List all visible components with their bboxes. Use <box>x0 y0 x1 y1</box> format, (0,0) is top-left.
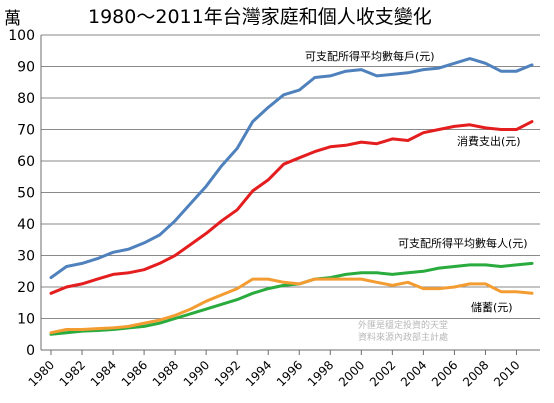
x-tick-label: 1994 <box>243 358 274 389</box>
gridlines <box>40 34 540 355</box>
series-label-0: 可支配所得平均數每戶(元) <box>305 49 435 63</box>
x-tick-label: 2004 <box>398 358 429 389</box>
x-tick-label: 1996 <box>274 358 305 389</box>
y-tick-label: 30 <box>17 249 35 265</box>
x-tick-label: 1998 <box>305 358 336 389</box>
x-tick-label: 1980 <box>26 358 57 389</box>
chart-title: 1980～2011年台灣家庭和個人收支變化 <box>88 6 432 28</box>
y-tick-label: 20 <box>17 280 35 296</box>
y-tick-label: 80 <box>17 91 35 107</box>
series-line-1 <box>49 120 534 295</box>
y-tick-label: 90 <box>17 60 35 76</box>
series-line-0 <box>49 57 534 280</box>
series-line-3 <box>49 277 534 335</box>
series-label-2: 可支配所得平均數每人(元) <box>398 236 528 250</box>
x-tick-label: 2010 <box>491 358 522 389</box>
x-tick-label: 1990 <box>181 358 212 389</box>
x-tick-label: 2000 <box>336 358 367 389</box>
y-tick-label: 10 <box>17 312 35 328</box>
x-tick-label: 2002 <box>367 358 398 389</box>
x-tick-label: 1984 <box>88 358 119 389</box>
series-lines <box>49 57 534 336</box>
unit-label: 萬 <box>4 9 21 29</box>
y-tick-label: 70 <box>17 123 35 139</box>
x-tick-label: 1982 <box>57 358 88 389</box>
annotation-line: 外匯是穩定投資的天堂 <box>358 319 448 331</box>
series-labels: 可支配所得平均數每戶(元) 消費支出(元) 可支配所得平均數每人(元) 儲蓄(元) <box>305 49 528 314</box>
x-tick-label: 2006 <box>429 358 460 389</box>
series-label-1: 消費支出(元) <box>457 134 521 148</box>
y-tick-label: 50 <box>17 186 35 202</box>
y-tick-label: 100 <box>8 28 35 44</box>
x-tick-label: 1992 <box>212 358 243 389</box>
x-tick-label: 1986 <box>119 358 150 389</box>
annotation-line: 資料來源內政部主計處 <box>358 331 448 343</box>
x-tick-label: 1988 <box>150 358 181 389</box>
series-label-3: 儲蓄(元) <box>471 301 513 314</box>
x-tick-label: 2008 <box>460 358 491 389</box>
y-tick-label: 60 <box>17 154 35 170</box>
y-tick-label: 40 <box>17 217 35 233</box>
y-tick-label: 0 <box>26 343 35 359</box>
series-line-2 <box>49 261 534 336</box>
